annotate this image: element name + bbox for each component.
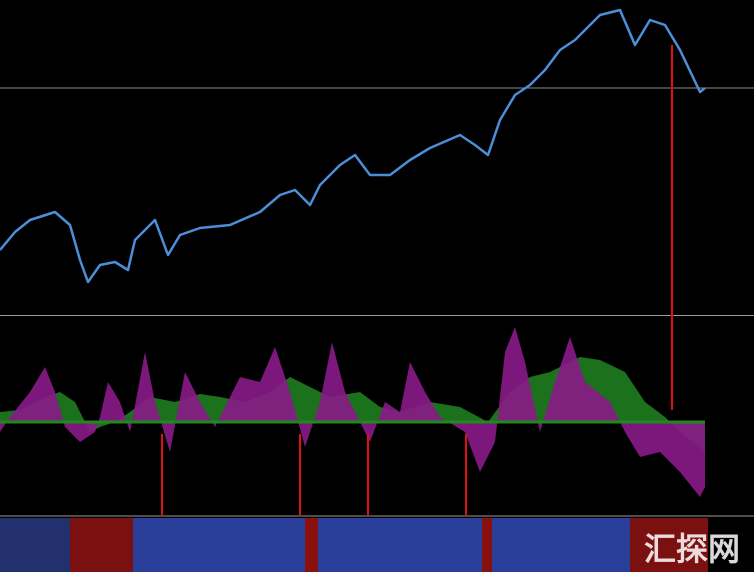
signal-band	[133, 518, 305, 572]
signal-band	[0, 518, 70, 572]
oscillator-area	[0, 327, 705, 497]
price-line	[0, 8, 706, 284]
signal-band	[630, 518, 708, 572]
signal-band	[70, 518, 133, 572]
signal-band	[492, 518, 630, 572]
signal-band	[318, 518, 482, 572]
signal-band	[305, 518, 318, 572]
watermark: 汇探网	[644, 530, 740, 568]
signal-band	[482, 518, 492, 572]
